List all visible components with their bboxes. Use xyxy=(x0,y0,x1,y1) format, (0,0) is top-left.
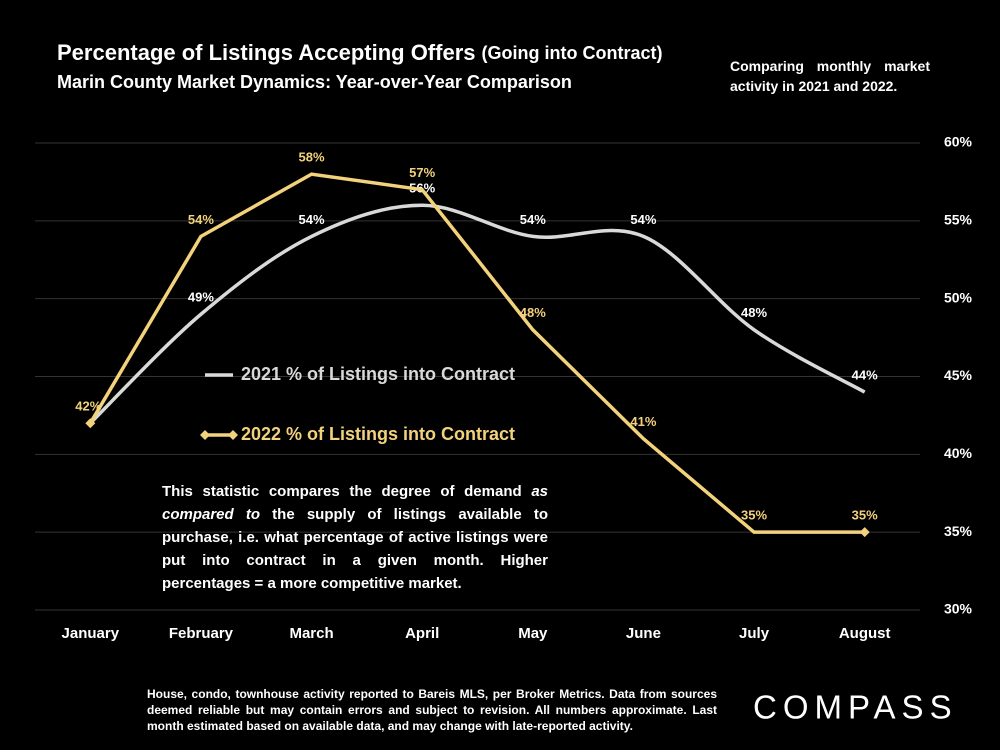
data-label: 54% xyxy=(520,212,546,227)
x-tick-label: April xyxy=(405,625,439,642)
y-tick-label: 40% xyxy=(944,445,973,461)
side-note: Comparing monthly market activity in 202… xyxy=(730,58,930,94)
chart-title: Percentage of Listings Accepting Offers (… xyxy=(57,40,662,65)
x-tick-label: January xyxy=(62,625,120,642)
data-label: 49% xyxy=(188,290,214,305)
data-label: 54% xyxy=(188,212,214,227)
legend-label: 2021 % of Listings into Contract xyxy=(241,364,515,384)
title-note: (Going into Contract) xyxy=(482,43,663,63)
point-marker xyxy=(85,418,96,429)
data-label: 44% xyxy=(852,368,878,383)
data-label: 41% xyxy=(630,414,656,429)
x-tick-label: March xyxy=(289,625,333,642)
data-label: 58% xyxy=(299,150,325,165)
data-label: 54% xyxy=(630,212,656,227)
data-label: 48% xyxy=(520,305,546,320)
legend-marker xyxy=(200,430,210,440)
subtitle: Marin County Market Dynamics: Year-over-… xyxy=(57,72,572,92)
legend-label: 2022 % of Listings into Contract xyxy=(241,424,515,444)
y-tick-label: 45% xyxy=(944,367,973,383)
data-label: 42% xyxy=(75,399,101,414)
data-label: 48% xyxy=(741,305,767,320)
x-tick-label: May xyxy=(518,625,548,642)
annotation-text: the supply of listings available to purc… xyxy=(162,506,549,592)
series-line xyxy=(88,172,865,534)
x-tick-label: August xyxy=(839,625,891,642)
y-tick-label: 30% xyxy=(944,601,973,617)
annotation-text: This statistic compares the degree of de… xyxy=(162,483,532,500)
x-tick-label: July xyxy=(739,625,770,642)
point-marker xyxy=(859,527,870,538)
data-label: 35% xyxy=(852,508,878,523)
annotation: This statistic compares the degree of de… xyxy=(162,480,548,595)
y-tick-label: 60% xyxy=(944,134,973,150)
y-tick-label: 50% xyxy=(944,289,973,305)
legend-marker xyxy=(228,430,238,440)
x-tick-label: February xyxy=(169,625,234,642)
footnote: House, condo, townhouse activity reporte… xyxy=(147,687,717,733)
data-label: 54% xyxy=(299,212,325,227)
series-line xyxy=(89,203,866,425)
title-main: Percentage of Listings Accepting Offers xyxy=(57,40,476,65)
x-tick-label: June xyxy=(626,625,661,642)
y-tick-label: 55% xyxy=(944,212,973,228)
data-label: 57% xyxy=(409,165,435,180)
data-label: 35% xyxy=(741,508,767,523)
annotation-emphasis: as compared to xyxy=(162,483,548,523)
y-tick-label: 35% xyxy=(944,523,973,539)
logo: COMPASS xyxy=(753,689,958,726)
